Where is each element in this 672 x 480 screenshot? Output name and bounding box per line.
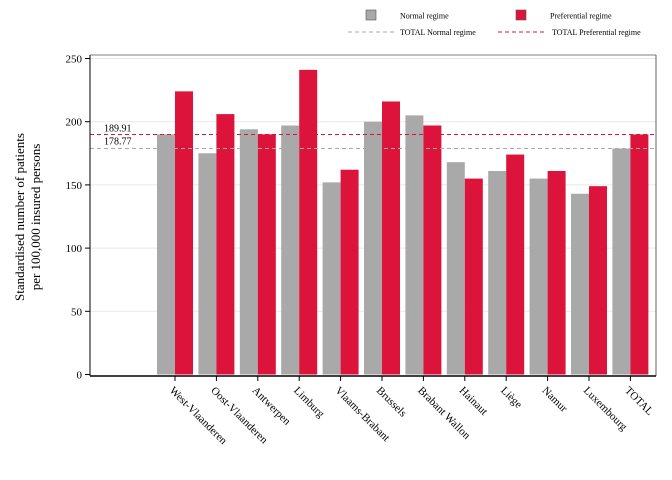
bar-preferential-1 [216,114,235,375]
y-tick-label: 150 [66,180,83,192]
bar-normal-7 [446,162,465,375]
x-tick-label: Limburg [291,385,327,421]
legend-label-normal: Normal regime [400,12,449,21]
x-tick-label: Hainaut [457,385,490,418]
bars-group [157,69,649,375]
legend: Normal regime Preferential regime TOTAL No… [348,9,641,37]
x-tick-labels: West-VlaanderenOost-VlaanderenAntwerpenL… [167,376,656,447]
legend-swatch-normal [365,9,377,21]
y-tick-label: 0 [77,370,83,382]
reference-lines: 178.77 189.91 [90,123,656,150]
y-axis-title-line: per 100,000 insured persons [28,144,43,291]
bar-normal-9 [529,178,548,375]
y-axis-title-line: Standardised number of patients [12,133,27,301]
bar-normal-2 [239,129,258,375]
legend-swatch-preferential [515,9,527,21]
y-axis-title: Standardised number of patientsper 100,0… [12,133,43,301]
legend-refline-label-preferential: TOTAL Preferential regime [552,28,641,37]
bar-normal-8 [488,170,507,375]
reference-line-label-1: 189.91 [104,123,132,134]
bar-preferential-6 [423,125,442,375]
bar-preferential-10 [589,186,607,375]
y-axis-title-text: Standardised number of patientsper 100,0… [12,133,43,301]
bar-normal-5 [364,121,382,375]
bar-normal-0 [157,134,175,375]
y-tick-label: 100 [66,243,83,255]
bar-preferential-5 [382,101,400,375]
bar-preferential-2 [257,134,276,375]
reference-line-label-0: 178.77 [104,137,132,148]
bar-normal-10 [571,193,589,375]
bar-preferential-3 [299,69,318,375]
y-tick-label: 50 [71,306,83,318]
bar-normal-4 [322,182,341,375]
axes [89,54,657,377]
legend-label-preferential: Preferential regime [550,12,612,21]
y-tick-labels: 0 50 100 150 200 250 [66,54,90,382]
bar-preferential-9 [547,170,566,375]
bar-preferential-7 [464,178,483,375]
bar-preferential-11 [630,134,649,375]
y-tick-label: 200 [66,117,83,129]
bar-normal-11 [612,148,631,375]
x-tick-label: TOTAL [622,385,655,418]
bar-normal-6 [405,115,424,375]
bar-preferential-8 [506,154,525,375]
x-tick-label: Namur [539,385,569,415]
bar-preferential-0 [175,91,193,375]
y-tick-label: 250 [66,54,83,66]
bar-preferential-4 [340,169,359,375]
bar-normal-1 [198,153,217,375]
x-tick-label: Antwerpen [250,385,293,428]
x-tick-label: Brussels [374,385,409,420]
bar-normal-3 [281,125,300,375]
x-tick-label: Liège [498,385,524,411]
legend-refline-label-normal: TOTAL Normal regime [400,28,476,37]
